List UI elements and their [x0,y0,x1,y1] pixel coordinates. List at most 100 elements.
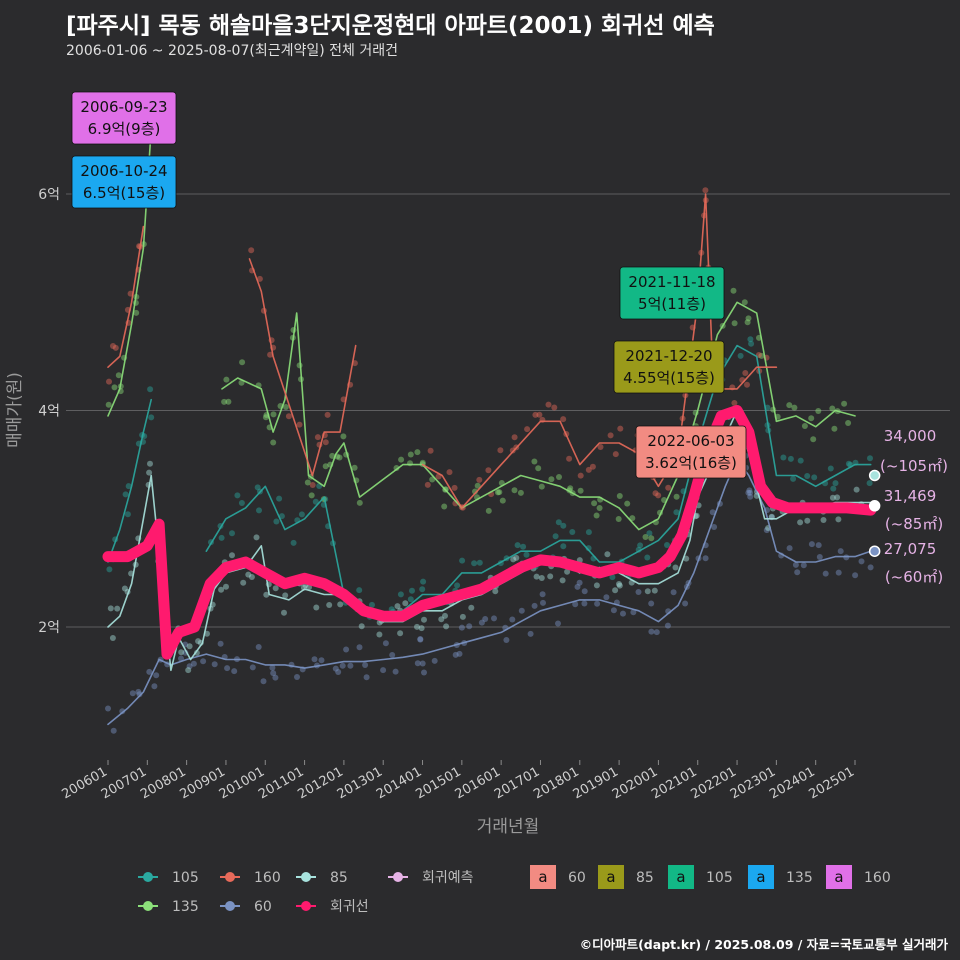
legend-key-dot [143,901,153,911]
data-point [240,579,247,586]
data-point [133,309,140,316]
data-point [523,551,530,558]
legend-key-dot [393,872,403,882]
data-point [267,351,274,358]
data-point [494,489,501,496]
data-point [312,498,319,505]
data-point [815,542,822,549]
data-point [835,569,842,576]
data-point [509,616,516,623]
data-point [745,315,752,322]
legend-key-glyph: a [834,868,843,886]
legend-item: a 160 [826,865,891,889]
legend-item: a 85 [598,865,654,889]
data-point [459,557,466,564]
data-point [790,475,797,482]
data-point [737,352,744,359]
data-point [414,660,421,667]
data-point [454,582,461,589]
data-point [531,458,538,465]
legend-key-glyph: a [606,868,615,886]
y-axis-ticks: 2억 4억 6억 [38,187,60,636]
data-point [820,517,827,523]
data-point [569,529,576,535]
data-point [336,454,343,461]
legend-label: 105 [172,870,199,886]
data-point [538,483,545,490]
data-point [304,479,311,486]
data-point [124,511,131,518]
data-point [597,444,604,450]
data-point [148,414,155,421]
legend-key-box [826,865,852,889]
data-point [829,494,836,501]
data-point [711,524,718,530]
data-point [730,287,737,294]
data-point [221,398,228,405]
data-point [136,691,143,698]
data-point [294,674,300,680]
data-point [389,652,396,658]
annotation-label: 2021-12-20 4.55억(15층) [613,340,725,394]
data-point [218,534,225,541]
legend-item: 160 [220,870,281,886]
data-point [556,474,562,480]
data-point [651,587,658,594]
data-point [560,543,567,550]
data-point [808,415,815,422]
data-point [511,434,518,441]
data-point [845,420,852,426]
data-point [111,384,118,391]
data-point [476,476,483,483]
legend-label: 85 [636,870,654,886]
data-point [744,319,751,326]
data-point [644,588,651,595]
data-point [673,509,680,516]
data-point [673,493,680,500]
data-point [617,425,624,432]
data-point [830,485,837,492]
data-point [532,411,539,418]
data-point [442,612,448,619]
data-point [223,583,229,590]
annotation-date: 2021-12-20 [625,347,712,365]
data-point [551,404,558,411]
data-point [648,535,655,542]
data-point [780,454,787,461]
data-point [306,584,312,591]
data-point [591,500,598,507]
data-point [369,601,375,608]
data-point [867,564,874,571]
data-point [311,656,318,663]
data-point [655,492,662,499]
legend-item: a 105 [668,865,733,889]
data-point [635,589,642,595]
data-point [747,336,754,343]
page-title: [파주시] 목동 해솔마을3단지운정현대 아파트(2001) 회귀선 예측 [66,13,715,39]
data-point [234,492,241,499]
data-point [646,530,653,537]
data-point [393,465,400,471]
data-point [616,581,622,587]
end-point-marker [868,500,881,512]
data-point [256,275,263,282]
data-point [560,416,567,423]
data-point [458,624,465,631]
data-point [545,401,552,408]
data-point [276,495,283,502]
data-point [314,434,321,441]
data-point [577,487,584,494]
y-tick-label: 6억 [38,187,60,203]
data-point [119,708,126,715]
data-point [298,511,305,518]
end-label-area: (~85㎡) [885,515,943,533]
data-point [438,616,445,623]
data-point [804,473,811,479]
legend-key-box [668,865,694,889]
data-point [648,600,655,607]
data-point [746,487,753,494]
annotation-date: 2006-09-23 [80,98,167,116]
data-point [612,451,619,458]
data-point [273,518,280,525]
data-point [491,615,497,622]
